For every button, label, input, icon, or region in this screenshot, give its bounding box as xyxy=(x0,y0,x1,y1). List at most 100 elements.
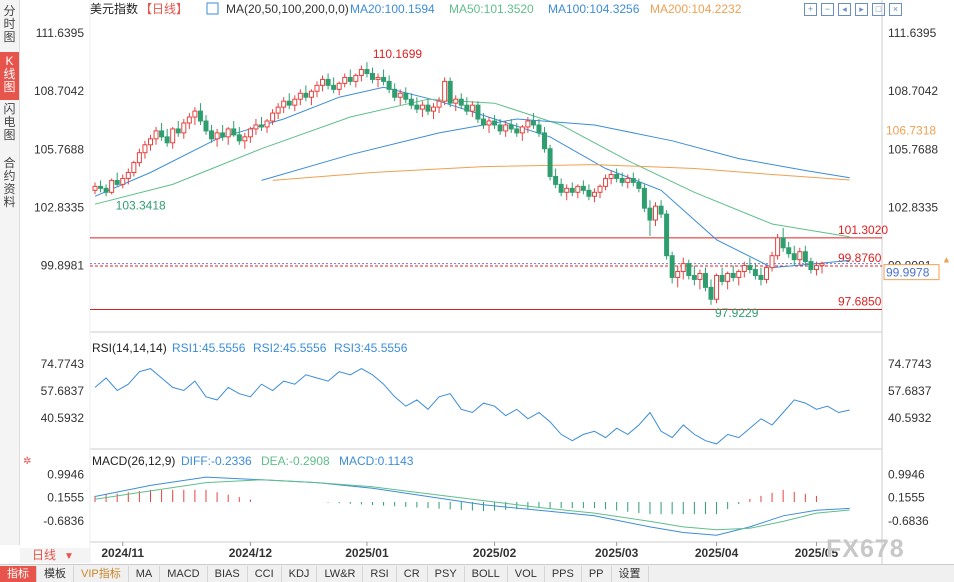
candle-body xyxy=(542,132,548,150)
macd-dea-line xyxy=(94,479,850,531)
candle-body xyxy=(153,130,159,140)
candle-body xyxy=(403,92,409,100)
candle-body xyxy=(614,173,620,179)
candle-body xyxy=(109,179,115,193)
candle-body xyxy=(181,122,187,134)
high-annotation: 110.1699 xyxy=(373,47,422,61)
candle-body xyxy=(625,177,631,183)
macd-tick-left: -0.6836 xyxy=(43,514,84,528)
bottom-tab[interactable]: BOLL xyxy=(465,565,508,582)
bottom-tab[interactable]: KDJ xyxy=(282,565,318,582)
macd-hist-value: MACD:0.1143 xyxy=(339,454,414,468)
candle-body xyxy=(425,104,431,112)
candle-body xyxy=(480,118,486,126)
close-icon[interactable]: × xyxy=(889,3,902,16)
candle-body xyxy=(747,265,753,271)
candle-body xyxy=(242,136,248,142)
candle-body xyxy=(608,173,614,179)
rsi-tick-left: 74.7743 xyxy=(41,357,85,371)
price-tick-right: 105.7688 xyxy=(888,142,938,156)
tab-contract-info[interactable]: 合约资料 xyxy=(3,156,16,209)
candle-body xyxy=(120,177,126,185)
left-arrow-icon[interactable]: ◂ xyxy=(838,3,851,16)
price-tick-left: 111.6395 xyxy=(36,26,85,40)
bottom-tab[interactable]: RSI xyxy=(363,565,397,582)
bottom-tab[interactable]: VIP指标 xyxy=(74,565,129,582)
price-axis: 111.6395 111.6395 108.7042 108.7042 105.7688… xyxy=(34,26,938,273)
bottom-tab[interactable]: 指标 xyxy=(0,565,37,582)
candle-body xyxy=(392,88,398,98)
ma200-line xyxy=(272,164,850,181)
macd-plot xyxy=(94,476,850,536)
rsi-title: RSI(14,14,14) xyxy=(92,341,167,355)
candle-body xyxy=(453,98,459,104)
candle-body xyxy=(442,80,448,102)
candle-body xyxy=(575,185,581,193)
fit-icon[interactable]: □ xyxy=(872,3,885,16)
ma-settings-icon[interactable] xyxy=(206,2,219,15)
level-label: 99.8760 xyxy=(838,251,882,265)
chart-area[interactable]: 美元指数 【日线】 MA(20,50,100,200,0,0) MA20:100… xyxy=(0,0,954,564)
bottom-tab[interactable]: 模板 xyxy=(37,565,74,582)
rsi-tick-right: 74.7743 xyxy=(888,357,932,371)
candle-body xyxy=(297,92,303,100)
candle-body xyxy=(220,132,226,138)
candle-body xyxy=(331,84,337,90)
macd-settings-icon[interactable]: ✲ xyxy=(23,456,31,467)
candle-body xyxy=(270,112,276,122)
bottom-tab[interactable]: MACD xyxy=(160,565,208,582)
ma50-value: MA50:101.3520 xyxy=(449,2,534,16)
candle-body xyxy=(680,263,686,273)
candle-body xyxy=(320,78,326,86)
candle-body xyxy=(375,76,381,80)
current-price-label: 99.9978 xyxy=(886,266,930,280)
candle-body xyxy=(358,69,364,76)
price-tick-left: 108.7042 xyxy=(34,84,84,98)
rsi-axis: 74.7743 74.7743 57.6837 57.6837 40.5932 40.59… xyxy=(41,357,932,425)
bottom-tab[interactable]: CR xyxy=(397,565,428,582)
level-label: 101.3020 xyxy=(838,223,888,237)
bottom-tab[interactable]: CCI xyxy=(248,565,282,582)
ma200-value: MA200:104.2232 xyxy=(650,2,742,16)
candle-body xyxy=(708,286,714,300)
candle-body xyxy=(819,263,825,267)
candle-body xyxy=(336,82,342,90)
ma-params: MA(20,50,100,200,0,0) xyxy=(226,2,349,16)
candle-body xyxy=(175,128,181,134)
zoom-out-icon[interactable]: − xyxy=(821,3,834,16)
candle-body xyxy=(342,76,348,84)
bottom-tab[interactable]: 设置 xyxy=(612,565,649,582)
bottom-tab[interactable]: PP xyxy=(582,565,612,582)
tab-kline[interactable]: K线图 xyxy=(0,52,19,100)
bottom-tab[interactable]: BIAS xyxy=(208,565,248,582)
candle-body xyxy=(364,69,370,74)
rsi3-value: RSI3:45.5556 xyxy=(334,341,408,355)
tab-time-sharing[interactable]: 分时图 xyxy=(3,4,16,44)
candle-body xyxy=(275,106,281,114)
bottom-tab[interactable]: MA xyxy=(129,565,161,582)
rsi-tick-left: 40.5932 xyxy=(41,411,85,425)
candle-body xyxy=(752,269,758,276)
bottom-tab[interactable]: VOL xyxy=(508,565,545,582)
rsi2-value: RSI2:45.5556 xyxy=(253,341,327,355)
candle-body xyxy=(791,253,797,261)
tab-flash-chart[interactable]: 闪电图 xyxy=(3,102,16,142)
macd-tick-right: 0.1555 xyxy=(888,491,925,505)
bottom-tab[interactable]: LW&R xyxy=(317,565,364,582)
period-dropdown-icon[interactable]: ▼ xyxy=(64,551,74,562)
low-annotation-1: 103.3418 xyxy=(116,198,166,212)
candle-body xyxy=(381,76,387,82)
candle-body xyxy=(225,128,231,138)
period-tab[interactable] xyxy=(20,548,90,563)
candle-body xyxy=(486,120,492,126)
low-annotation-2: 97.9229 xyxy=(715,306,759,320)
zoom-in-icon[interactable]: + xyxy=(804,3,817,16)
candle-body xyxy=(553,175,559,185)
right-arrow-icon[interactable]: ▸ xyxy=(855,3,868,16)
candle-body xyxy=(764,267,770,280)
candle-body xyxy=(536,124,542,134)
ma20-value: MA20:100.1594 xyxy=(350,2,435,16)
candle-body xyxy=(464,104,470,112)
bottom-tab[interactable]: PPS xyxy=(545,565,582,582)
bottom-tab[interactable]: PSY xyxy=(428,565,465,582)
